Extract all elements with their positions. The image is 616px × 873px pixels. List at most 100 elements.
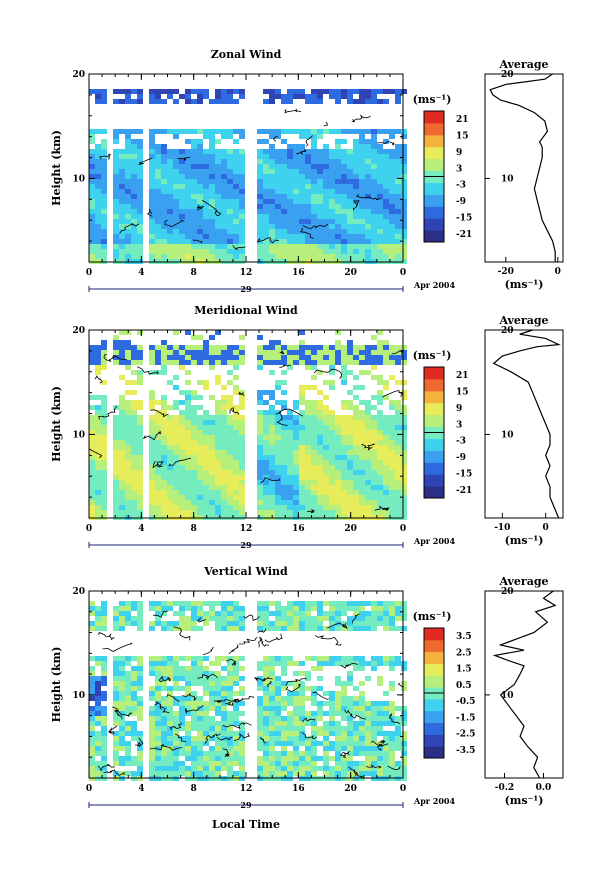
heatmap-cell bbox=[323, 731, 329, 736]
heatmap-cell bbox=[221, 405, 227, 410]
heatmap-cell bbox=[269, 410, 275, 415]
heatmap-cell bbox=[287, 244, 293, 249]
heatmap-cell bbox=[125, 751, 131, 756]
heatmap-cell bbox=[335, 656, 341, 661]
heatmap-cell bbox=[299, 134, 305, 139]
heatmap-cell bbox=[275, 460, 281, 465]
heatmap-cell bbox=[155, 691, 161, 696]
heatmap-cell bbox=[275, 611, 281, 616]
heatmap-cell bbox=[155, 345, 161, 350]
heatmap-cell bbox=[167, 350, 173, 355]
heatmap-cell bbox=[353, 164, 359, 169]
heatmap-cell bbox=[221, 686, 227, 691]
heatmap-cell bbox=[95, 370, 101, 375]
heatmap-cell bbox=[293, 214, 299, 219]
heatmap-cell bbox=[377, 455, 383, 460]
heatmap-cell bbox=[167, 430, 173, 435]
heatmap-cell bbox=[347, 149, 353, 154]
heatmap-cell bbox=[191, 505, 197, 510]
heatmap-cell bbox=[299, 345, 305, 350]
heatmap-cell bbox=[287, 199, 293, 204]
heatmap-cell bbox=[377, 249, 383, 254]
heatmap-cell bbox=[221, 475, 227, 480]
heatmap-cell bbox=[233, 129, 239, 134]
heatmap-cell bbox=[359, 465, 365, 470]
heatmap-cell bbox=[239, 761, 245, 766]
heatmap-cell bbox=[149, 229, 155, 234]
heatmap-cell bbox=[353, 375, 359, 380]
heatmap-cell bbox=[275, 495, 281, 500]
heatmap-cell bbox=[173, 239, 179, 244]
heatmap-cell bbox=[221, 410, 227, 415]
heatmap-cell bbox=[275, 756, 281, 761]
heatmap-cell bbox=[191, 179, 197, 184]
heatmap-cell bbox=[131, 194, 137, 199]
heatmap-cell bbox=[167, 726, 173, 731]
contour-line bbox=[352, 613, 360, 624]
heatmap-cell bbox=[227, 199, 233, 204]
heatmap-cell bbox=[89, 355, 95, 360]
heatmap-cell bbox=[365, 164, 371, 169]
heatmap-cell bbox=[125, 184, 131, 189]
heatmap-cell bbox=[167, 455, 173, 460]
heatmap-cell bbox=[101, 706, 107, 711]
heatmap-cell bbox=[389, 219, 395, 224]
heatmap-cell bbox=[383, 89, 389, 94]
heatmap-cell bbox=[377, 169, 383, 174]
heatmap-cell bbox=[275, 134, 281, 139]
heatmap-cell bbox=[173, 189, 179, 194]
heatmap-cell bbox=[89, 721, 95, 726]
heatmap-cell bbox=[323, 485, 329, 490]
contour-line bbox=[197, 673, 218, 680]
heatmap-cell bbox=[347, 99, 353, 104]
heatmap-cell bbox=[317, 731, 323, 736]
heatmap-cell bbox=[359, 475, 365, 480]
heatmap-cell bbox=[377, 606, 383, 611]
heatmap-cell bbox=[149, 149, 155, 154]
heatmap-cell bbox=[149, 400, 155, 405]
heatmap-cell bbox=[323, 440, 329, 445]
heatmap-cell bbox=[263, 616, 269, 621]
heatmap-cell bbox=[371, 169, 377, 174]
heatmap-cell bbox=[299, 214, 305, 219]
heatmap-cell bbox=[263, 249, 269, 254]
heatmap-cell bbox=[167, 254, 173, 259]
heatmap-cell bbox=[215, 601, 221, 606]
contour-line bbox=[119, 222, 140, 234]
heatmap-cell bbox=[227, 455, 233, 460]
heatmap-cell bbox=[293, 149, 299, 154]
heatmap-cell bbox=[275, 455, 281, 460]
heatmap-cell bbox=[239, 335, 245, 340]
heatmap-cell bbox=[131, 450, 137, 455]
heatmap-cell bbox=[119, 656, 125, 661]
heatmap-cell bbox=[389, 154, 395, 159]
heatmap-cell bbox=[191, 470, 197, 475]
heatmap-cell bbox=[287, 189, 293, 194]
heatmap-cell bbox=[227, 485, 233, 490]
heatmap-cell bbox=[221, 746, 227, 751]
heatmap-cell bbox=[89, 666, 95, 671]
heatmap-cell bbox=[89, 711, 95, 716]
heatmap-cell bbox=[131, 460, 137, 465]
heatmap-cell bbox=[149, 716, 155, 721]
heatmap-cell bbox=[377, 480, 383, 485]
heatmap-cell bbox=[161, 746, 167, 751]
heatmap-cell bbox=[389, 711, 395, 716]
heatmap-cell bbox=[359, 736, 365, 741]
heatmap-cell bbox=[215, 696, 221, 701]
heatmap-cell bbox=[137, 626, 143, 631]
heatmap-cell bbox=[317, 440, 323, 445]
heatmap-cell bbox=[197, 144, 203, 149]
heatmap-cell bbox=[365, 711, 371, 716]
heatmap-cell bbox=[89, 731, 95, 736]
heatmap-cell bbox=[377, 430, 383, 435]
heatmap-cell bbox=[173, 400, 179, 405]
heatmap-cell bbox=[299, 169, 305, 174]
heatmap-cell bbox=[323, 691, 329, 696]
heatmap-cell bbox=[203, 495, 209, 500]
heatmap-cell bbox=[341, 405, 347, 410]
heatmap-cell bbox=[371, 154, 377, 159]
heatmap-cell bbox=[353, 445, 359, 450]
heatmap-cell bbox=[119, 400, 125, 405]
heatmap-cell bbox=[293, 239, 299, 244]
